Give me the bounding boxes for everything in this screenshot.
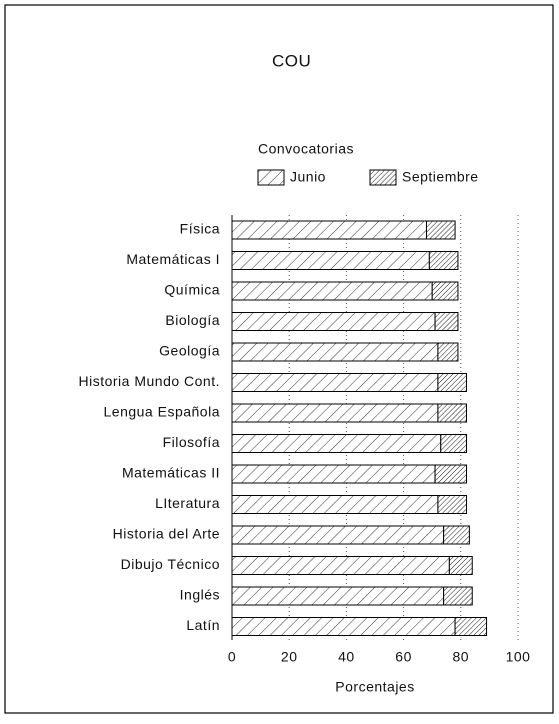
- y-tick-label: Matemáticas I: [126, 251, 220, 267]
- bar-segment: [231, 464, 436, 484]
- bar-segment: [231, 342, 439, 362]
- y-tick-label: Matemáticas II: [122, 465, 220, 481]
- bar-segment: [443, 525, 470, 545]
- x-tick-label: 40: [338, 649, 355, 665]
- y-tick-label: Filosofía: [163, 434, 220, 450]
- bar-segment: [428, 251, 459, 270]
- bar-segment: [231, 312, 436, 331]
- bar-segment: [231, 281, 433, 301]
- bar-segment: [231, 525, 445, 545]
- x-tick-label: 60: [395, 649, 412, 665]
- y-tick-label: Historia Mundo Cont.: [78, 373, 220, 389]
- y-tick-label: Dibujo Técnico: [121, 556, 220, 572]
- legend-swatch: [257, 169, 285, 186]
- y-tick-label: Lengua Española: [104, 404, 221, 420]
- legend-label: Septiembre: [402, 169, 479, 185]
- legend-title: Convocatorias: [258, 141, 354, 157]
- y-tick-label: Biología: [165, 312, 220, 328]
- y-tick-label: LIteratura: [155, 495, 220, 511]
- x-tick-label: 20: [281, 649, 298, 665]
- bar-segment: [443, 586, 473, 606]
- bar-segment: [231, 251, 430, 270]
- bar-segment: [437, 403, 468, 423]
- bar-segment: [231, 434, 442, 453]
- legend-swatch: [369, 169, 397, 186]
- y-tick-label: Geología: [159, 343, 220, 359]
- y-tick-label: Latín: [186, 617, 220, 633]
- legend-label: Junio: [290, 169, 326, 185]
- frame: [4, 4, 554, 714]
- chart-title: COU: [272, 51, 311, 70]
- bar-segment: [231, 403, 439, 423]
- bar-segment: [440, 434, 468, 453]
- y-tick-label: Inglés: [180, 587, 220, 603]
- x-tick-label: 80: [453, 649, 470, 665]
- bar-segment: [437, 342, 459, 362]
- bar-segment: [454, 617, 488, 636]
- bar-segment: [231, 373, 439, 392]
- bar-segment: [434, 312, 459, 331]
- bar-segment: [231, 495, 439, 514]
- bar-segment: [231, 220, 427, 240]
- y-tick-label: Historia del Arte: [113, 526, 220, 542]
- bar-segment: [437, 495, 468, 514]
- bar-segment: [425, 220, 456, 240]
- y-tick-label: Física: [180, 221, 220, 237]
- x-tick-label: 100: [506, 649, 531, 665]
- bar-segment: [231, 617, 456, 636]
- bar-segment: [231, 586, 445, 606]
- bar-segment: [434, 464, 468, 484]
- bar-segment: [437, 373, 468, 392]
- x-axis-label: Porcentajes: [335, 679, 414, 695]
- bar-segment: [431, 281, 459, 301]
- y-tick-label: Química: [164, 282, 220, 298]
- bar-segment: [231, 556, 450, 575]
- bar-segment: [448, 556, 473, 575]
- x-tick-label: 0: [228, 649, 236, 665]
